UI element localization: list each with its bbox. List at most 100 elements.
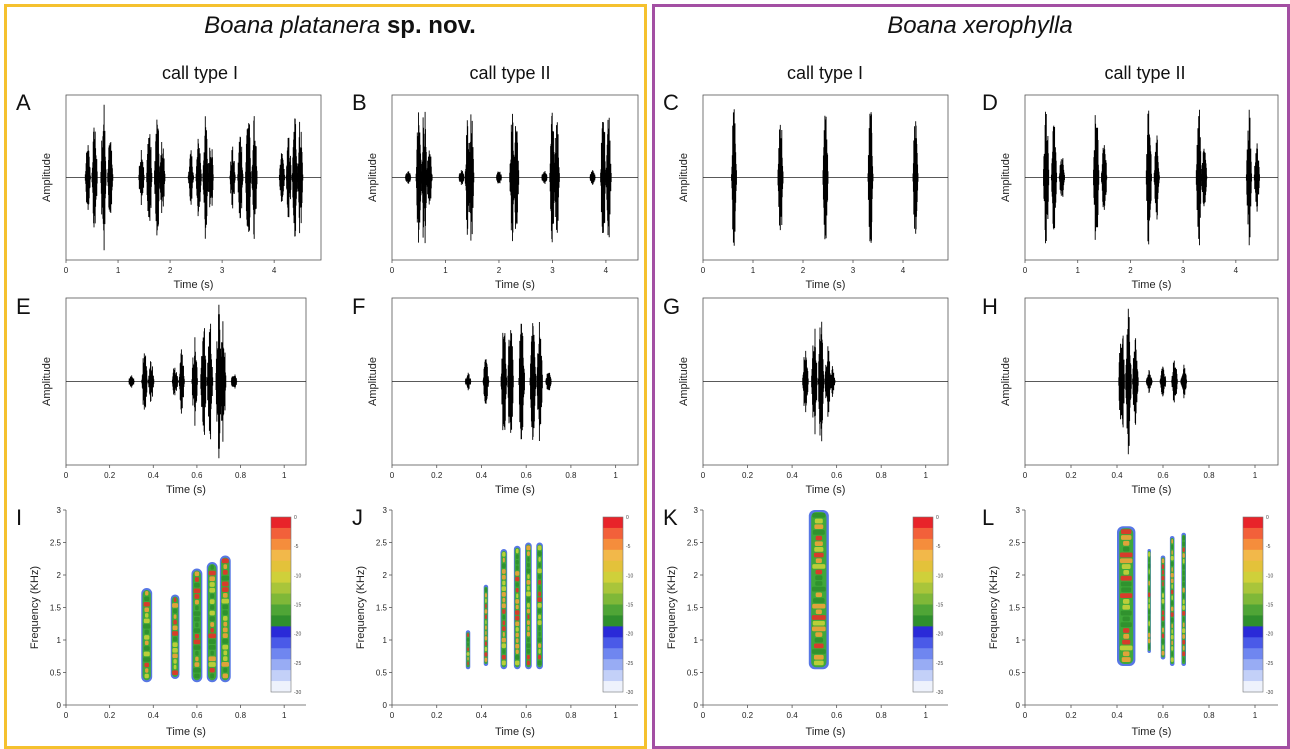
colorbar: 0 -5 -10 -15 -20 -25 -30 [912, 515, 943, 696]
x-axis-label: Time (s) [1132, 484, 1172, 496]
panel-letter: H [982, 294, 998, 319]
panel-letter: E [16, 294, 31, 319]
waveform-pulse [291, 118, 299, 237]
panel-E: 0 0.2 0.4 0.6 0.8 1 Time (s) Amplitude [41, 297, 307, 496]
panel-letter: C [663, 90, 679, 115]
panel-letter: I [16, 505, 23, 530]
x-tick-label: 0.6 [831, 471, 843, 480]
waveform-pulse [518, 323, 525, 440]
colorbar-tick-label: -30 [294, 690, 301, 696]
y-tick-label: 2.5 [376, 539, 388, 548]
colorbar-tick-label: -10 [936, 573, 943, 579]
x-axis-label: Time (s) [1132, 279, 1172, 291]
spectrogram-blob [191, 568, 203, 683]
x-axis-label: Time (s) [806, 726, 846, 738]
waveform-pulse [237, 136, 244, 219]
waveform-pulse [600, 122, 607, 233]
x-tick-label: 1 [924, 711, 929, 720]
waveform-pulse [278, 153, 285, 202]
panel-K: 0 0.2 0.4 0.6 0.8 1 0 0.5 1 1.5 2 2.5 3 Time (s) Frequ… [666, 506, 948, 738]
species-title-left: Boana platanera sp. nov. [190, 12, 490, 40]
y-tick-label: 0 [57, 701, 62, 710]
spectrogram-blob [170, 594, 180, 679]
waveform-pulse [146, 134, 153, 221]
waveform-pulse [404, 171, 412, 184]
waveform-pulse [536, 322, 543, 441]
x-tick-label: 1 [613, 711, 618, 720]
y-tick-label: 1.5 [687, 604, 699, 613]
waveform-pulse [1125, 308, 1132, 455]
y-axis-label: Amplitude [367, 357, 379, 406]
colorbar-tick-label: -10 [294, 573, 301, 579]
waveform-pulse [159, 142, 166, 213]
x-tick-label: 0 [64, 266, 69, 275]
spectrogram-blob [1117, 526, 1136, 666]
colorbar-tick-label: -5 [294, 544, 299, 550]
panel-H: 0 0.2 0.4 0.6 0.8 1 Time (s) Amplitude [1000, 297, 1279, 496]
x-tick-label: 0.8 [565, 471, 577, 480]
x-tick-label: 2 [168, 266, 173, 275]
waveform-pulse [141, 353, 148, 410]
x-tick-label: 4 [604, 266, 609, 275]
waveform-pulse [1245, 109, 1253, 246]
x-tick-label: 0.6 [1157, 471, 1169, 480]
waveform-pulse [195, 138, 202, 217]
y-tick-label: 2.5 [687, 539, 699, 548]
waveform-pulse [1132, 338, 1139, 425]
y-tick-label: 1.5 [50, 604, 62, 613]
group-frame-right [652, 4, 1290, 749]
waveform-pulse [545, 372, 552, 391]
x-axis-label: Time (s) [166, 726, 206, 738]
waveform-pulse [458, 170, 465, 185]
spectrogram-blob [536, 542, 543, 670]
x-tick-label: 0 [1023, 471, 1028, 480]
x-tick-label: 0.6 [521, 471, 533, 480]
x-tick-label: 3 [550, 266, 555, 275]
colorbar-tick-label: -20 [626, 632, 633, 638]
spectrogram-blob [1181, 532, 1186, 666]
panel-J: 0 0.2 0.4 0.6 0.8 1 0 0.5 1 1.5 2 2.5 3 Time (s) Frequ… [355, 506, 638, 738]
waveform-pulse [777, 124, 784, 231]
y-axis-label: Amplitude [678, 153, 690, 202]
y-axis-label: Frequency (KHz) [29, 566, 41, 649]
spectrogram-blob [525, 542, 532, 670]
waveform-pulse [495, 171, 503, 184]
waveform-pulse [1145, 110, 1152, 245]
x-tick-label: 2 [497, 266, 502, 275]
colorbar-tick-label: 0 [936, 515, 939, 521]
spectrogram-blob [1169, 536, 1175, 666]
y-tick-label: 1.5 [1009, 604, 1021, 613]
spectrogram-blob [1160, 555, 1166, 660]
waveform-pulse [91, 127, 98, 228]
panel-C: 0 1 2 3 4 Time (s) Amplitude [678, 94, 949, 291]
x-tick-label: 0.8 [1203, 711, 1215, 720]
colorbar-tick-label: -5 [936, 544, 941, 550]
x-tick-label: 1 [751, 266, 756, 275]
x-tick-label: 0.8 [235, 711, 247, 720]
waveform-pulse [191, 337, 198, 426]
waveform-pulse [107, 142, 114, 213]
x-axis-label: Time (s) [806, 484, 846, 496]
waveform-pulse [811, 328, 818, 435]
panel-letter: L [982, 505, 995, 530]
colorbar: 0 -5 -10 -15 -20 -25 -30 [1242, 515, 1273, 696]
x-axis-label: Time (s) [806, 279, 846, 291]
x-tick-label: 0.2 [431, 711, 443, 720]
x-tick-label: 3 [1181, 266, 1186, 275]
spectrogram-blob [1147, 549, 1151, 653]
x-axis-label: Time (s) [1132, 726, 1172, 738]
panel-G: 0 0.2 0.4 0.6 0.8 1 Time (s) Amplitude [678, 297, 949, 496]
waveform-pulse [187, 150, 194, 205]
x-tick-label: 1 [282, 711, 287, 720]
column-title: call type I [786, 63, 864, 83]
x-axis-label: Time (s) [166, 484, 206, 496]
waveform-pulse [589, 170, 596, 185]
waveform-pulse [230, 374, 238, 389]
colorbar-tick-label: -25 [1266, 661, 1273, 667]
x-tick-label: 0 [701, 266, 706, 275]
x-tick-label: 0.6 [521, 711, 533, 720]
waveform-pulse [507, 330, 514, 433]
waveform-pulse [229, 146, 236, 209]
x-tick-label: 0 [701, 471, 706, 480]
panel-letter: K [663, 505, 678, 530]
